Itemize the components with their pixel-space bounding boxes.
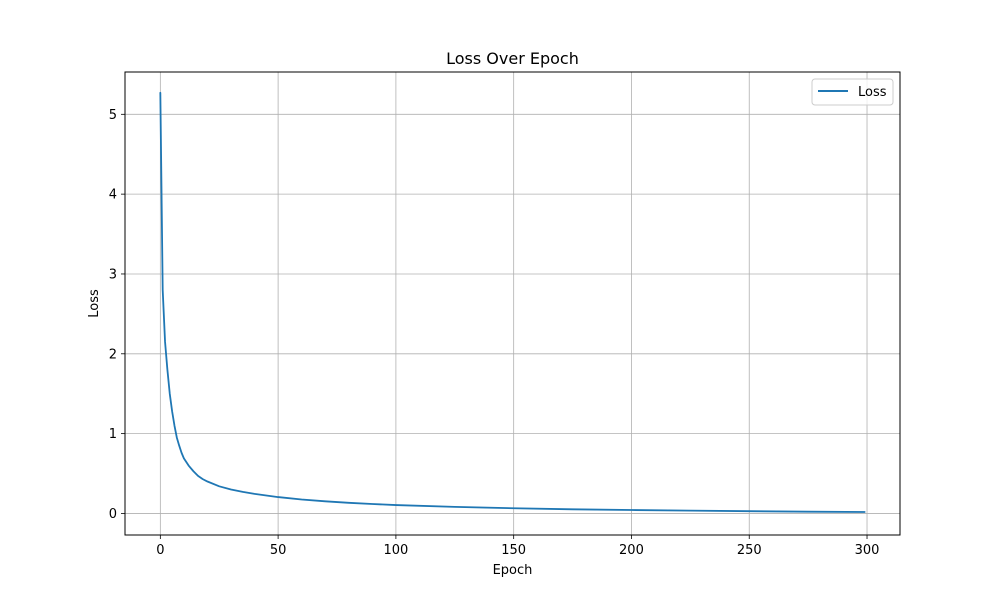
grid-lines	[125, 72, 900, 535]
y-tick-label: 3	[109, 267, 117, 282]
legend: Loss	[811, 78, 894, 106]
series-layer	[159, 91, 866, 513]
series-line-loss	[159, 91, 866, 513]
legend-label-loss: Loss	[858, 85, 887, 100]
x-tick-label: 0	[156, 543, 164, 558]
chart-title: Loss Over Epoch	[446, 49, 579, 68]
y-axis-label: Loss	[87, 289, 102, 318]
x-tick-label: 50	[270, 543, 287, 558]
x-axis-label: Epoch	[493, 563, 533, 578]
legend-box	[811, 78, 894, 106]
y-tick-label: 2	[109, 347, 117, 362]
plot-area-frame	[124, 71, 901, 536]
x-tick-label: 300	[855, 543, 880, 558]
x-tick-label: 150	[501, 543, 526, 558]
axis-ticks: 0 50 100 150 200 250 300 0 1 2 3 4 5	[109, 108, 880, 558]
x-tick-label: 250	[737, 543, 762, 558]
x-tick-label: 200	[619, 543, 644, 558]
y-tick-label: 5	[109, 108, 117, 123]
y-tick-label: 1	[109, 427, 117, 442]
x-tick-label: 100	[383, 543, 408, 558]
y-tick-label: 4	[109, 188, 117, 203]
y-tick-label: 0	[109, 507, 117, 522]
